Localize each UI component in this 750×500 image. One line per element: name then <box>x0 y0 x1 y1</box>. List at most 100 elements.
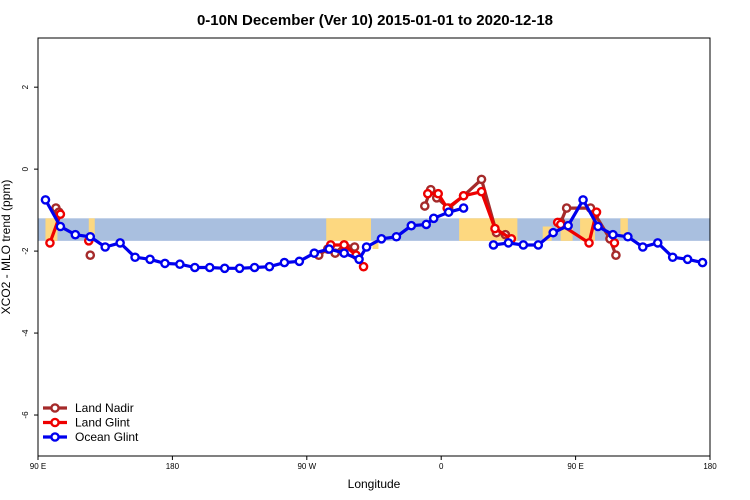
ocean-glint-point <box>234 263 245 274</box>
land-glint-point <box>358 261 369 272</box>
ocean-glint-point <box>145 254 155 265</box>
ocean-glint-point <box>518 240 529 250</box>
chart-title: 0-10N December (Ver 10) 2015-01-01 to 20… <box>197 12 553 29</box>
x-tick-label: 180 <box>703 462 717 471</box>
land-region-3 <box>372 240 379 250</box>
land-nadir-point <box>349 242 360 252</box>
y-tick-label: 0 <box>21 166 30 171</box>
land-region-5 <box>542 226 552 241</box>
land-glint-point <box>490 223 500 234</box>
ocean-glint-point <box>623 231 633 242</box>
x-tick-label: 0 <box>439 462 444 471</box>
land-nadir-point <box>561 203 572 213</box>
ocean-glint-point <box>219 263 230 274</box>
land-nadir-point <box>85 250 96 260</box>
y-tick-label: 2 <box>21 84 30 89</box>
ocean-glint-point <box>160 258 170 269</box>
ocean-glint-point <box>85 231 96 242</box>
ocean-glint-point <box>652 238 663 248</box>
ocean-glint-point <box>376 234 387 244</box>
land-region-1 <box>88 218 95 235</box>
ocean-glint-point <box>40 195 51 205</box>
ocean-glint-point <box>428 213 439 224</box>
land-glint-point <box>584 238 594 248</box>
ocean-glint-point <box>130 252 140 263</box>
ocean-glint-point <box>339 248 349 258</box>
ocean-glint-point <box>548 227 559 238</box>
ocean-glint-point <box>406 220 417 231</box>
y-axis-label: XCO2 - MLO trend (ppm) <box>0 180 13 315</box>
x-axis-label: Longitude <box>348 477 401 491</box>
ocean-glint-point <box>563 220 573 231</box>
ocean-glint-point <box>667 252 678 263</box>
land-glint-point <box>422 188 433 199</box>
land-nadir-point <box>611 250 621 260</box>
ocean-glint-point <box>100 242 110 252</box>
land-region-2 <box>326 218 372 241</box>
ocean-glint-point <box>204 262 215 273</box>
x-tick-label: 90 W <box>297 462 316 471</box>
ocean-glint-point <box>533 240 544 250</box>
ocean-glint-point <box>361 242 372 252</box>
land-glint-point <box>433 188 444 199</box>
ocean-glint-point <box>458 203 469 213</box>
legend-marker-land-glint <box>50 417 60 428</box>
ocean-glint-point <box>175 259 185 270</box>
ocean-band <box>38 218 710 241</box>
land-glint-point <box>458 190 469 201</box>
ocean-glint-point <box>488 240 499 250</box>
ocean-glint-point <box>294 256 305 267</box>
land-glint-point <box>476 186 487 197</box>
ocean-glint-point <box>70 229 81 240</box>
land-region-0 <box>45 218 58 241</box>
x-tick-label: 90 E <box>30 462 46 471</box>
ocean-glint-point <box>503 238 514 248</box>
land-glint-point <box>45 238 55 248</box>
ocean-glint-point <box>593 221 603 232</box>
land-glint-point <box>609 238 620 248</box>
land-glint-point <box>55 209 66 220</box>
ocean-glint-point <box>115 238 125 248</box>
ocean-glint-point <box>578 195 588 205</box>
ocean-glint-point <box>682 254 693 265</box>
ocean-glint-point <box>264 261 275 272</box>
ocean-glint-point <box>697 257 708 268</box>
ocean-glint-point <box>638 242 648 252</box>
land-glint-point <box>591 207 602 217</box>
land-region-6 <box>560 222 573 241</box>
series-land-glint <box>45 186 620 272</box>
ocean-glint-point <box>421 219 432 230</box>
y-tick-label: -6 <box>21 411 30 419</box>
ocean-glint-point <box>443 207 454 217</box>
ocean-glint-point <box>309 248 320 258</box>
ocean-glint-point <box>391 231 402 242</box>
ocean-glint-point <box>324 244 335 254</box>
y-axis: 2 0 -2 -4 -6 <box>21 84 38 419</box>
land-glint-line-0 <box>48 213 62 244</box>
series-ocean-glint <box>40 195 708 274</box>
legend-marker-land-nadir <box>50 403 60 413</box>
land-region-8 <box>620 218 628 235</box>
ocean-glint-point <box>55 221 66 232</box>
x-tick-label: 180 <box>166 462 180 471</box>
ocean-glint-point <box>354 254 364 265</box>
x-axis: 90 E 180 90 W 0 90 E 180 <box>30 456 717 471</box>
ocean-glint-point <box>249 262 260 273</box>
legend-label-land-glint: Land Glint <box>75 416 130 430</box>
y-tick-label: -4 <box>21 329 30 337</box>
plot-area <box>38 174 710 274</box>
x-tick-label: 90 E <box>567 462 583 471</box>
ocean-glint-point <box>608 229 618 240</box>
legend-label-ocean-glint: Ocean Glint <box>75 430 139 444</box>
y-tick-label: -2 <box>21 247 30 255</box>
land-nadir-point <box>419 201 430 211</box>
plot-frame <box>37 37 711 457</box>
land-glint-point <box>339 240 349 250</box>
legend-marker-ocean-glint <box>50 432 60 442</box>
legend-label-land-nadir: Land Nadir <box>75 401 134 415</box>
ocean-glint-point <box>189 262 200 273</box>
land-nadir-point <box>476 174 487 185</box>
ocean-glint-point <box>279 257 290 268</box>
